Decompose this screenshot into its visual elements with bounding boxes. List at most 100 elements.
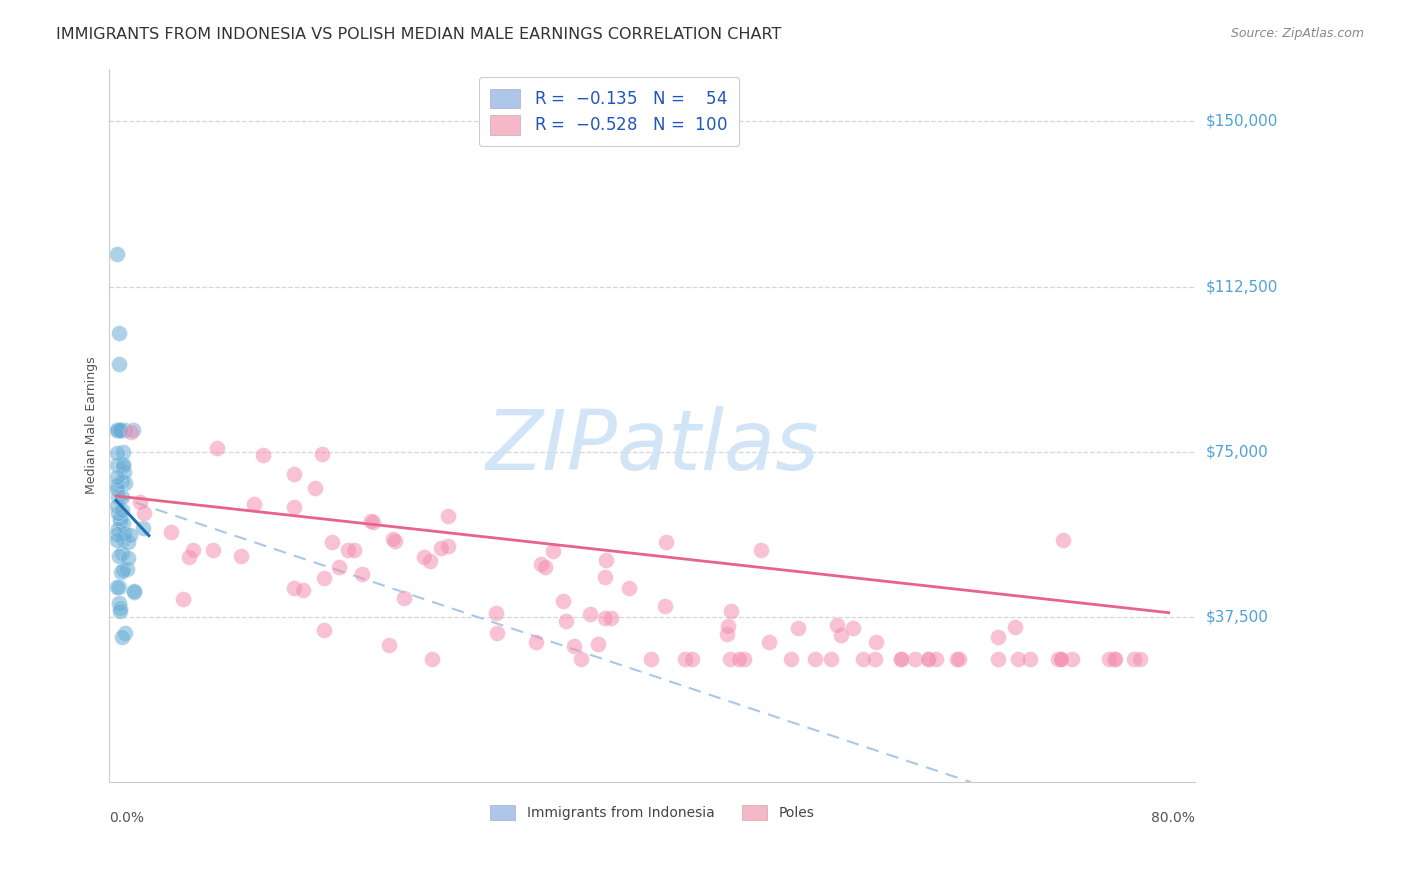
Point <box>283 500 305 514</box>
Point <box>205 442 228 456</box>
Point <box>108 580 131 594</box>
Point <box>758 635 780 649</box>
Point <box>804 652 827 666</box>
Point <box>110 503 132 517</box>
Point <box>865 634 887 648</box>
Point <box>229 549 252 563</box>
Point <box>110 491 132 505</box>
Point <box>110 474 132 488</box>
Point <box>105 445 128 459</box>
Point <box>1104 652 1126 666</box>
Point <box>1019 652 1042 666</box>
Point <box>107 326 129 340</box>
Point <box>115 561 138 575</box>
Point <box>599 611 621 625</box>
Point <box>312 623 335 637</box>
Point <box>118 528 141 542</box>
Point <box>120 425 142 440</box>
Point <box>1060 652 1083 666</box>
Point <box>1122 652 1144 666</box>
Point <box>543 544 565 558</box>
Point <box>105 526 128 541</box>
Point <box>111 630 134 644</box>
Point <box>181 542 204 557</box>
Point <box>551 594 574 608</box>
Point <box>111 563 134 577</box>
Point <box>681 652 703 666</box>
Point <box>534 559 557 574</box>
Point <box>105 458 128 472</box>
Point <box>110 423 132 437</box>
Point <box>382 532 405 546</box>
Point <box>917 652 939 666</box>
Point <box>252 449 274 463</box>
Point <box>105 246 128 260</box>
Point <box>360 514 382 528</box>
Point <box>485 626 508 640</box>
Point <box>108 423 131 437</box>
Point <box>108 600 131 615</box>
Point <box>105 470 128 484</box>
Text: $112,500: $112,500 <box>1206 279 1278 294</box>
Point <box>1004 620 1026 634</box>
Point <box>361 515 384 529</box>
Point <box>122 585 145 599</box>
Point <box>1050 652 1073 666</box>
Point <box>378 638 401 652</box>
Text: 80.0%: 80.0% <box>1152 811 1195 824</box>
Point <box>890 652 912 666</box>
Point <box>283 581 305 595</box>
Point <box>243 497 266 511</box>
Point <box>311 447 333 461</box>
Text: 0.0%: 0.0% <box>110 811 145 824</box>
Point <box>111 546 134 560</box>
Point <box>283 467 305 481</box>
Point <box>117 535 139 549</box>
Point <box>945 652 967 666</box>
Point <box>987 630 1010 644</box>
Point <box>132 521 155 535</box>
Point <box>105 580 128 594</box>
Point <box>437 539 460 553</box>
Point <box>890 652 912 666</box>
Text: $75,000: $75,000 <box>1206 444 1268 459</box>
Point <box>105 477 128 491</box>
Point <box>177 550 200 565</box>
Point <box>202 542 225 557</box>
Point <box>530 557 553 571</box>
Point <box>107 522 129 536</box>
Point <box>112 516 135 530</box>
Point <box>419 554 441 568</box>
Point <box>352 567 374 582</box>
Point <box>586 637 609 651</box>
Point <box>716 626 738 640</box>
Point <box>107 506 129 520</box>
Point <box>110 423 132 437</box>
Point <box>578 607 600 622</box>
Point <box>108 604 131 618</box>
Point <box>863 652 886 666</box>
Point <box>110 511 132 525</box>
Point <box>555 614 578 628</box>
Point <box>779 652 801 666</box>
Point <box>122 583 145 598</box>
Point <box>717 619 740 633</box>
Point <box>108 596 131 610</box>
Point <box>114 475 136 490</box>
Point <box>114 625 136 640</box>
Point <box>1052 533 1074 547</box>
Point <box>105 423 128 437</box>
Point <box>112 525 135 540</box>
Point <box>1098 652 1121 666</box>
Point <box>312 571 335 585</box>
Point <box>291 583 314 598</box>
Point <box>948 652 970 666</box>
Point <box>751 543 773 558</box>
Legend: Immigrants from Indonesia, Poles: Immigrants from Indonesia, Poles <box>485 799 820 825</box>
Point <box>830 628 852 642</box>
Text: IMMIGRANTS FROM INDONESIA VS POLISH MEDIAN MALE EARNINGS CORRELATION CHART: IMMIGRANTS FROM INDONESIA VS POLISH MEDI… <box>56 27 782 42</box>
Point <box>328 560 350 574</box>
Point <box>108 514 131 528</box>
Text: Source: ZipAtlas.com: Source: ZipAtlas.com <box>1230 27 1364 40</box>
Point <box>107 490 129 504</box>
